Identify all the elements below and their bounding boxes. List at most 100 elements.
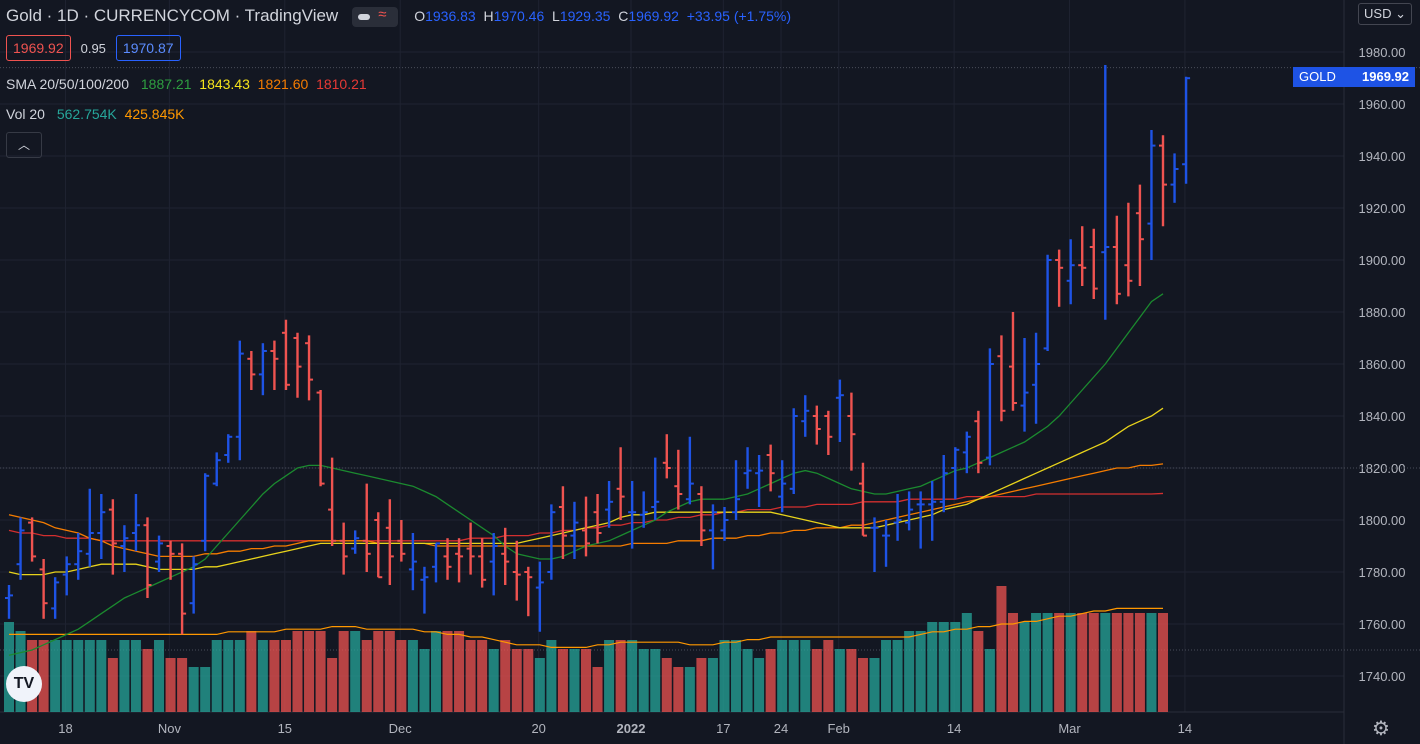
- currency-dropdown[interactable]: USD ⌄: [1358, 3, 1412, 25]
- volume-bar: [557, 649, 568, 712]
- volume-bar: [650, 649, 661, 712]
- volume-bar: [419, 649, 430, 712]
- volume-bar: [38, 640, 49, 712]
- x-tick-label: 20: [531, 721, 545, 736]
- volume-bar: [765, 649, 776, 712]
- high-value: 1970.46: [493, 8, 545, 24]
- y-tick-label: 1920.00: [1359, 201, 1406, 216]
- volume-bar: [696, 658, 707, 712]
- sma100-value: 1821.60: [257, 76, 309, 92]
- chevron-down-icon: ⌄: [1391, 6, 1406, 21]
- volume-bar: [592, 667, 603, 712]
- sma50-value: 1843.43: [199, 76, 250, 92]
- volume-bar: [1054, 613, 1065, 712]
- volume-bar: [1123, 613, 1134, 712]
- y-tick-label: 1840.00: [1359, 409, 1406, 424]
- x-tick-label: 14: [947, 721, 961, 736]
- buy-button[interactable]: 1970.87: [115, 35, 181, 61]
- collapse-legend-button[interactable]: ︿: [6, 132, 42, 158]
- chart-title-row: Gold · 1D · CURRENCYCOM · TradingView ≈ O1…: [6, 6, 791, 27]
- volume-bar: [534, 658, 545, 712]
- volume-bar: [61, 640, 72, 712]
- volume-bar: [673, 667, 684, 712]
- volume-bar: [1146, 613, 1157, 712]
- y-tick-label: 1780.00: [1359, 565, 1406, 580]
- close-label: C: [618, 8, 629, 24]
- volume-bar: [904, 631, 915, 712]
- volume-bar: [892, 640, 903, 712]
- y-tick-label: 1860.00: [1359, 357, 1406, 372]
- volume-bar: [546, 640, 557, 712]
- volume-bar: [984, 649, 995, 712]
- volume-bar: [73, 640, 84, 712]
- x-tick-label: 14: [1178, 721, 1192, 736]
- open-label: O: [414, 8, 426, 24]
- volume-bar: [396, 640, 407, 712]
- volume-bar: [811, 649, 822, 712]
- indicator-toggle[interactable]: ≈: [352, 6, 399, 27]
- y-tick-label: 1880.00: [1359, 305, 1406, 320]
- volume-bar: [269, 640, 280, 712]
- volume-bar: [430, 631, 441, 712]
- volume-bar: [488, 649, 499, 712]
- volume-bar: [304, 631, 315, 712]
- volume-bar: [373, 631, 384, 712]
- volume-bar: [881, 640, 892, 712]
- volume-bar: [361, 640, 372, 712]
- volume-bar: [1111, 613, 1122, 712]
- y-tick-label: 1740.00: [1359, 669, 1406, 684]
- volume-bar: [684, 667, 695, 712]
- volume-bar: [234, 640, 245, 712]
- volume-bar: [604, 640, 615, 712]
- x-tick-label: Dec: [389, 721, 413, 736]
- volume-bar: [788, 640, 799, 712]
- volume-bar: [638, 649, 649, 712]
- volume-bar: [719, 640, 730, 712]
- volume-bar: [615, 640, 626, 712]
- volume-bar: [996, 586, 1007, 712]
- sma200-value: 1810.21: [316, 76, 367, 92]
- x-tick-label: 17: [716, 721, 730, 736]
- y-tick-label: 1800.00: [1359, 513, 1406, 528]
- volume-bar: [1065, 613, 1076, 712]
- eye-icon: [358, 13, 371, 20]
- volume-legend[interactable]: Vol 20 562.754K 425.845K: [6, 106, 185, 122]
- ohlc-values: O1936.83 H1970.46 L1929.35 C1969.92 +33.…: [414, 8, 791, 24]
- volume-bar: [223, 640, 234, 712]
- sell-button[interactable]: 1969.92: [6, 35, 71, 61]
- volume-bar: [384, 631, 395, 712]
- volume-bar: [119, 640, 130, 712]
- price-tag-value: 1969.92: [1362, 69, 1409, 84]
- volume-bar: [454, 631, 465, 712]
- tradingview-logo-icon[interactable]: TV: [6, 666, 42, 702]
- volume-bar: [938, 622, 949, 712]
- volume-bar: [1042, 613, 1053, 712]
- gear-icon[interactable]: ⚙: [1372, 718, 1390, 740]
- symbol-title[interactable]: Gold · 1D · CURRENCYCOM · TradingView: [6, 6, 339, 25]
- volume-bar: [742, 649, 753, 712]
- volume-bar: [950, 622, 961, 712]
- x-tick-label: 24: [774, 721, 788, 736]
- volume-bar: [857, 658, 868, 712]
- vol-label: Vol 20: [6, 106, 45, 122]
- volume-bar: [569, 649, 580, 712]
- high-label: H: [483, 8, 494, 24]
- x-tick-label: 15: [278, 721, 292, 736]
- sma-legend[interactable]: SMA 20/50/100/200 1887.21 1843.43 1821.6…: [6, 76, 367, 92]
- volume-bar: [500, 640, 511, 712]
- y-tick-label: 1940.00: [1359, 149, 1406, 164]
- volume-bar: [973, 631, 984, 712]
- volume-bar: [1134, 613, 1145, 712]
- vol-value: 562.754K: [56, 106, 117, 122]
- volume-ma-line: [9, 607, 1163, 649]
- y-tick-label: 1820.00: [1359, 461, 1406, 476]
- volume-bar: [292, 631, 303, 712]
- volume-bar: [927, 622, 938, 712]
- sma-label: SMA 20/50/100/200: [6, 76, 129, 92]
- open-value: 1936.83: [425, 8, 476, 24]
- x-tick-label: 18: [58, 721, 72, 736]
- volume-bar: [200, 667, 211, 712]
- volume-bar: [327, 658, 338, 712]
